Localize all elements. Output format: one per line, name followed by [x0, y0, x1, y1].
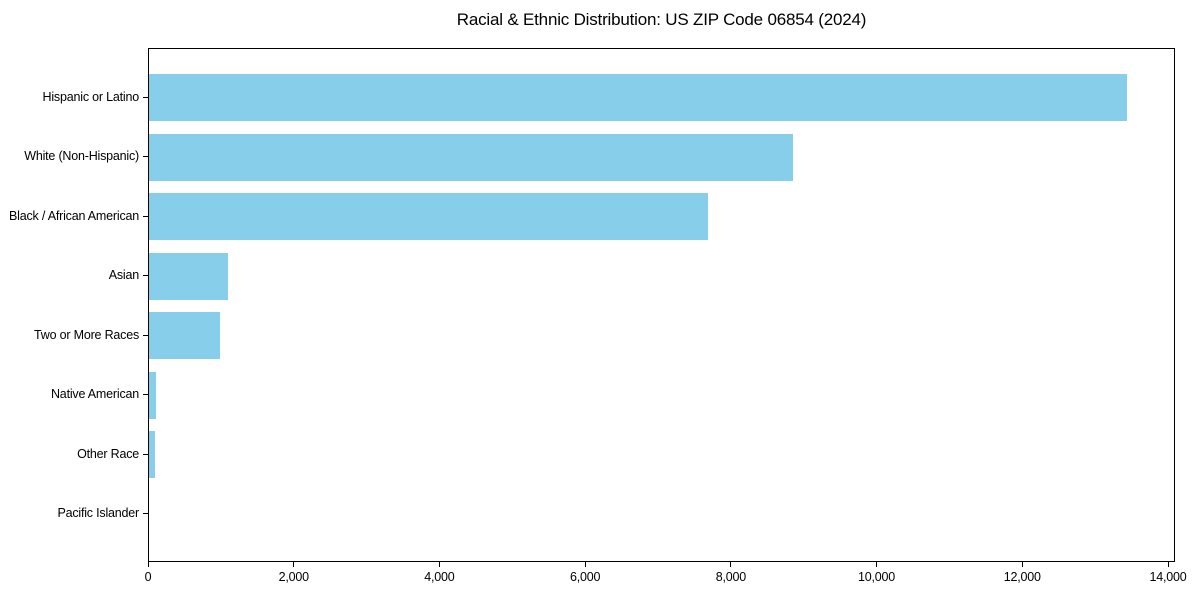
y-tick-mark	[143, 215, 148, 217]
y-tick-mark	[143, 96, 148, 98]
x-tick-mark	[876, 562, 878, 567]
y-tick-mark	[143, 275, 148, 277]
x-tick-mark	[438, 562, 440, 567]
x-tick-mark	[730, 562, 732, 567]
y-tick-label: Two or More Races	[34, 327, 139, 342]
plot-area	[148, 48, 1175, 562]
x-tick-mark	[293, 562, 295, 567]
x-tick-mark	[1167, 562, 1169, 567]
y-tick-label: Asian	[108, 268, 139, 283]
y-tick-label: Native American	[50, 387, 139, 402]
x-tick-label: 8,000	[715, 570, 746, 584]
bar-two-or-more-races	[149, 312, 221, 360]
x-tick-label: 0	[144, 570, 152, 584]
bar-native-american	[149, 371, 156, 419]
y-tick-label: Other Race	[77, 446, 139, 461]
y-tick-mark	[143, 513, 148, 515]
y-tick-mark	[143, 394, 148, 396]
y-tick-mark	[143, 156, 148, 158]
x-tick-label: 4,000	[424, 570, 455, 584]
y-tick-mark	[143, 453, 148, 455]
bar-white-non-hispanic	[149, 133, 794, 181]
x-tick-label: 14,000	[1149, 570, 1187, 584]
y-tick-label: White (Non-Hispanic)	[24, 149, 139, 164]
bar-asian	[149, 252, 229, 300]
y-tick-label: Black / African American	[9, 208, 139, 223]
bar-other-race	[149, 431, 155, 479]
x-tick-label: 2,000	[278, 570, 309, 584]
x-tick-label: 6,000	[570, 570, 601, 584]
y-tick-label: Pacific Islander	[57, 506, 139, 521]
x-tick-label: 10,000	[858, 570, 896, 584]
chart-title: Racial & Ethnic Distribution: US ZIP Cod…	[456, 10, 867, 29]
x-tick-mark	[147, 562, 149, 567]
x-tick-mark	[584, 562, 586, 567]
x-tick-label: 12,000	[1003, 570, 1041, 584]
y-tick-mark	[143, 334, 148, 336]
y-tick-label: Hispanic or Latino	[42, 89, 140, 104]
bar-black-african-american	[149, 193, 708, 241]
bar-hispanic-or-latino	[149, 74, 1128, 122]
x-tick-mark	[1021, 562, 1023, 567]
